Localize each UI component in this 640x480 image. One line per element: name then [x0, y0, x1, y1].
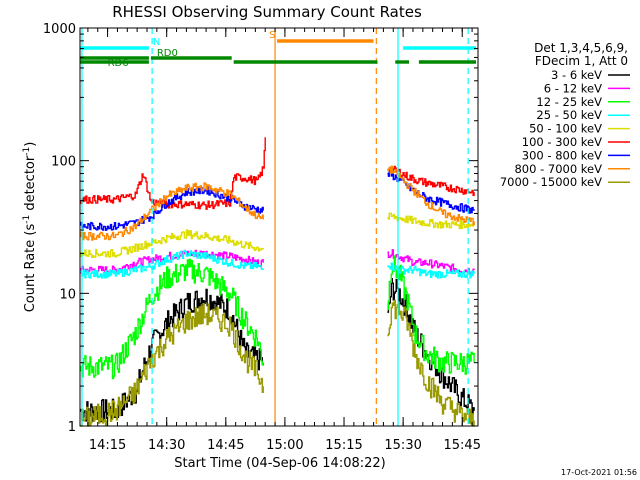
- y-axis-label-sup1: -1: [22, 215, 32, 224]
- plot-frame: [79, 27, 479, 427]
- flag-label-n: N: [153, 37, 160, 48]
- y-tick-label-1: 10: [59, 287, 76, 302]
- series-line-2: [80, 255, 475, 380]
- flag-label-rd0: RD0: [157, 48, 178, 59]
- series-line-5: [80, 137, 475, 210]
- y-axis-ticks: 1 10 100 1000: [43, 22, 478, 435]
- legend-label-2: 12 - 25 keV: [536, 95, 602, 109]
- series-line-4: [80, 212, 475, 258]
- y-axis-label-sup2: -1: [22, 147, 32, 156]
- series-line-8: [80, 299, 475, 427]
- x-tick-label-2: 14:45: [207, 438, 244, 453]
- x-tick-label-5: 15:30: [384, 438, 421, 453]
- y-axis-label-end: ): [23, 142, 38, 147]
- legend-label-3: 25 - 50 keV: [536, 108, 602, 122]
- y-tick-label-3: 1000: [43, 22, 76, 37]
- series-line-3: [80, 250, 475, 279]
- x-tick-label-0: 14:15: [89, 438, 126, 453]
- flag-label-s: S: [269, 30, 275, 41]
- y-tick-label-2: 100: [51, 155, 76, 170]
- legend: Det 1,3,4,5,6,9, FDecim 1, Att 0 3 - 6 k…: [500, 41, 630, 189]
- legend-label-0: 3 - 6 keV: [551, 68, 602, 82]
- x-tick-label-6: 15:45: [444, 438, 481, 453]
- vertical-markers: [81, 28, 469, 426]
- legend-label-5: 100 - 300 keV: [522, 135, 602, 149]
- x-tick-label-1: 14:30: [148, 438, 185, 453]
- y-axis-label: Count Rate (s-1 detector-1): [22, 142, 38, 313]
- legend-label-1: 6 - 12 keV: [544, 81, 602, 95]
- x-tick-label-3: 15:00: [266, 438, 303, 453]
- series-line-1: [80, 249, 475, 275]
- flag-label-rd6: RD6: [108, 58, 129, 69]
- series-line-7: [80, 165, 475, 241]
- legend-header-line-1: Det 1,3,4,5,6,9,: [534, 41, 628, 55]
- x-axis-ticks: 14:15 14:30 14:45 15:00 15:15 15:30 15:45: [87, 28, 481, 453]
- plot-area: [80, 137, 475, 427]
- y-tick-label-0: 1: [68, 420, 76, 435]
- footer-date: 17-Oct-2021 01:56: [561, 468, 637, 477]
- legend-label-7: 800 - 7000 keV: [514, 162, 602, 176]
- legend-header-line-2: FDecim 1, Att 0: [535, 54, 628, 68]
- x-axis-label: Start Time (04-Sep-06 14:08:22): [174, 456, 385, 471]
- chart-title: RHESSI Observing Summary Count Rates: [112, 3, 422, 21]
- legend-label-8: 7000 - 15000 keV: [500, 175, 602, 189]
- x-tick-label-4: 15:15: [325, 438, 362, 453]
- y-axis-label-part1: Count Rate (s: [23, 224, 38, 313]
- legend-label-4: 50 - 100 keV: [529, 122, 602, 136]
- y-axis-label-part2: detector: [23, 155, 38, 215]
- legend-label-6: 300 - 800 keV: [522, 148, 602, 162]
